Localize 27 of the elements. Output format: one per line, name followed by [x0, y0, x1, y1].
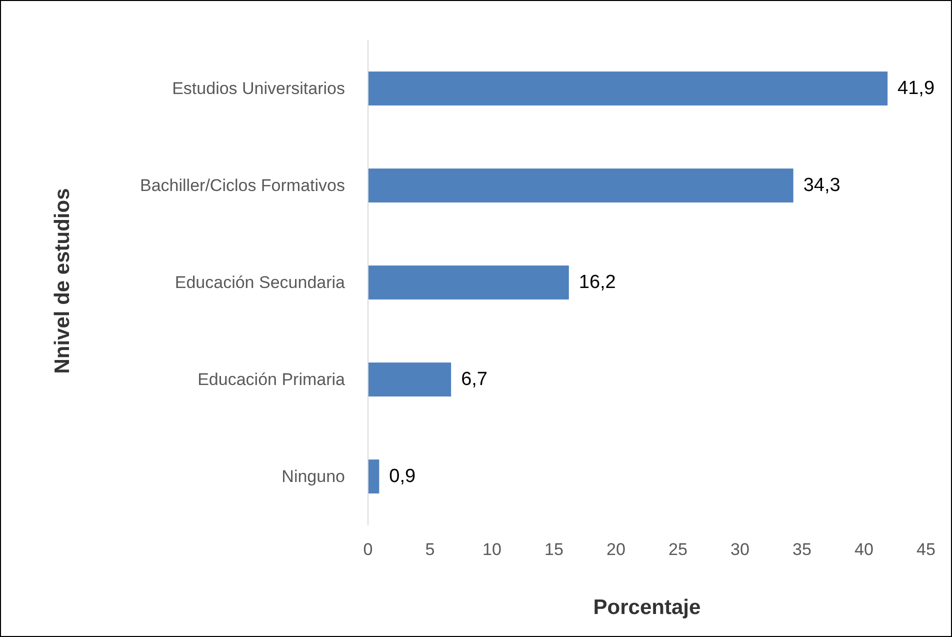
data-label: 41,9	[898, 78, 935, 99]
x-tick-label: 25	[668, 540, 688, 559]
bar	[368, 460, 380, 494]
x-tick-label: 45	[916, 540, 936, 559]
bar	[368, 72, 888, 106]
y-tick-label: Educación Secundaria	[174, 273, 346, 292]
x-tick-label: 20	[606, 540, 626, 559]
x-tick-label: 35	[792, 540, 812, 559]
data-label: 0,9	[389, 466, 416, 487]
bar	[368, 362, 452, 396]
x-tick-label: 15	[544, 540, 564, 559]
x-tick-label: 5	[425, 540, 435, 559]
x-tick-label: 10	[482, 540, 502, 559]
y-axis-title: Nnivel de estudios	[51, 188, 74, 374]
bar	[368, 266, 569, 300]
y-tick-label: Ninguno	[282, 467, 345, 486]
x-tick-label: 0	[363, 540, 373, 559]
data-label: 34,3	[803, 175, 840, 196]
data-label: 16,2	[578, 272, 616, 293]
bar	[368, 168, 794, 202]
x-tick-label: 40	[854, 540, 874, 559]
y-tick-label: Estudios Universitarios	[172, 79, 345, 98]
y-tick-label: Educación Primaria	[198, 370, 346, 389]
x-tick-label: 30	[730, 540, 750, 559]
x-axis-title: Porcentaje	[593, 596, 701, 619]
y-tick-label: Bachiller/Ciclos Formativos	[140, 176, 345, 195]
data-label: 6,7	[461, 369, 488, 390]
